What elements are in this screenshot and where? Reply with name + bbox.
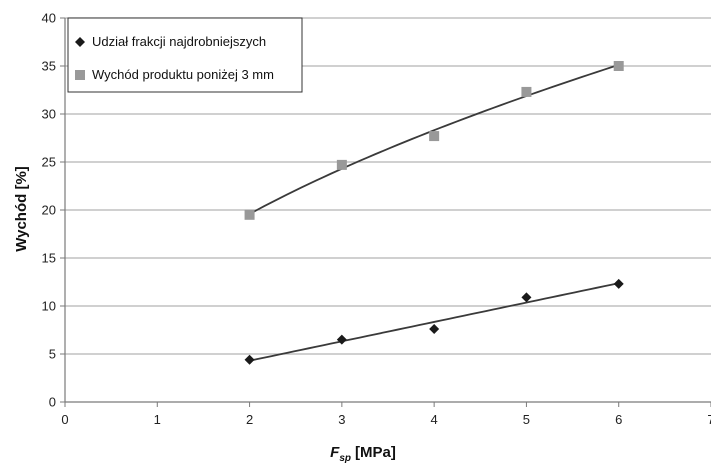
x-axis-title-unit: [MPa] [355,444,396,461]
data-point-series-1 [429,324,440,335]
data-point-series-2 [429,131,440,142]
y-tick-label: 25 [42,155,56,170]
data-point-series-1 [244,354,255,365]
legend-marker-series-1 [75,37,85,47]
legend-label-series-1: Udział frakcji najdrobniejszych [92,34,266,49]
y-tick-label: 35 [42,59,56,74]
y-tick-label: 0 [49,395,56,410]
y-tick-label: 30 [42,107,56,122]
x-tick-label: 6 [615,412,622,427]
y-tick-label: 15 [42,251,56,266]
legend-label-series-2: Wychód produktu poniżej 3 mm [92,67,274,82]
x-tick-label: 2 [246,412,253,427]
x-tick-label: 5 [523,412,530,427]
tick-labels: 0 5 10 15 20 25 30 35 40 0 1 2 3 4 5 6 7 [42,11,711,428]
y-tick-label: 40 [42,11,56,26]
legend-marker-series-2 [75,70,85,80]
x-tick-label: 1 [154,412,161,427]
data-point-series-2 [521,86,532,97]
trendline-series-2 [249,64,619,215]
x-tick-label: 3 [338,412,345,427]
legend: Udział frakcji najdrobniejszych Wychód p… [67,17,303,93]
y-tick-label: 5 [49,347,56,362]
y-tick-label: 20 [42,203,56,218]
data-point-series-1 [613,278,624,289]
x-tick-label: 4 [431,412,438,427]
data-points [244,61,624,365]
data-point-series-2 [336,159,347,170]
legend-box [67,17,303,93]
data-point-series-2 [613,61,624,71]
x-tick-label: 0 [61,412,68,427]
data-point-series-2 [244,209,255,220]
x-axis-title: Fsp [MPa] [330,444,396,464]
y-axis-title: Wychód [%] [13,166,30,252]
x-axis-title-main: F [330,444,340,461]
axes [60,17,711,407]
x-axis-title-subscript: sp [339,453,351,464]
data-point-series-1 [336,334,347,345]
trendline-series-1 [249,282,619,362]
y-tick-label: 10 [42,299,56,314]
trendlines [249,64,619,362]
data-point-series-1 [521,292,532,303]
x-tick-label: 7 [707,412,711,427]
